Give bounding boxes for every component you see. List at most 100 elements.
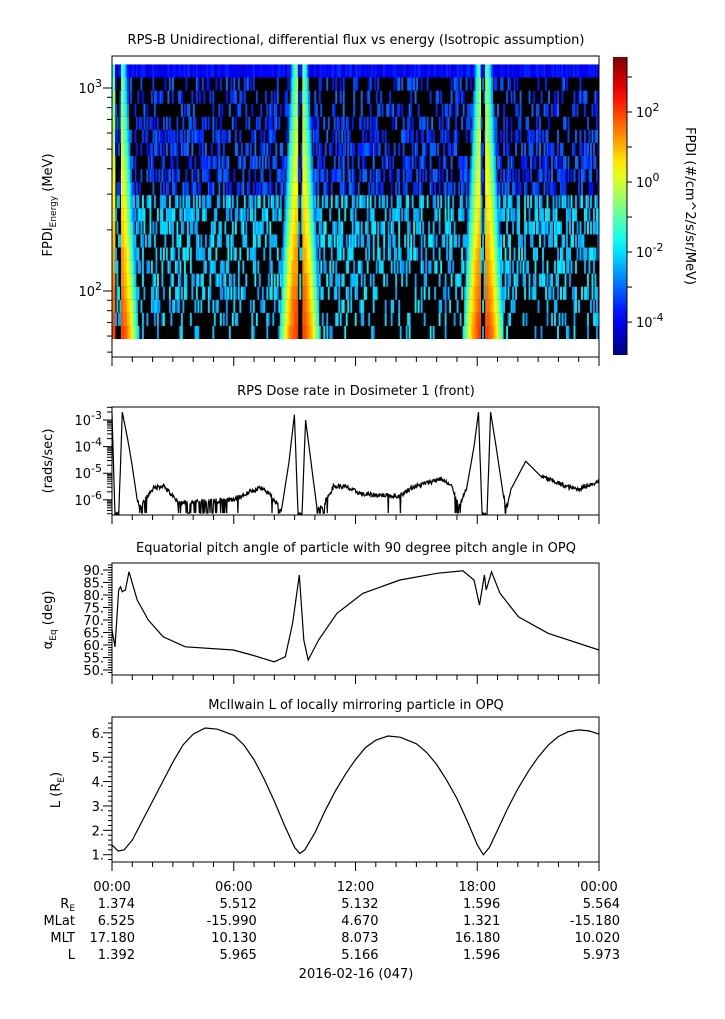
heatmap-cell: [122, 273, 125, 287]
heatmap-cell: [225, 286, 228, 300]
heatmap-cell: [242, 155, 245, 170]
heatmap-cell: [347, 299, 350, 313]
heatmap-cell: [488, 77, 491, 91]
heatmap-cell: [398, 234, 401, 248]
heatmap-cell: [485, 90, 488, 104]
heatmap-cell: [176, 64, 179, 78]
heatmap-cell: [279, 260, 282, 274]
heatmap-cell: [503, 129, 505, 143]
heatmap-cell: [369, 64, 372, 78]
heatmap-cell: [158, 129, 161, 143]
y-tick-label: 103: [78, 77, 102, 97]
heatmap-cell: [401, 208, 404, 222]
heatmap-cell: [482, 299, 485, 313]
heatmap-cell: [527, 64, 529, 78]
heatmap-cell: [258, 273, 261, 287]
heatmap-cell: [360, 103, 363, 117]
heatmap-cell: [131, 155, 134, 170]
heatmap-cell: [302, 182, 305, 196]
heatmap-cell: [308, 260, 311, 274]
heatmap-cell: [365, 129, 368, 143]
heatmap-cell: [318, 221, 321, 235]
heatmap-cell: [266, 208, 269, 222]
heatmap-cell: [290, 90, 293, 104]
heatmap-cell: [192, 129, 195, 143]
heatmap-cell: [153, 312, 156, 326]
heatmap-cell: [518, 221, 520, 235]
heatmap-cell: [153, 64, 156, 78]
heatmap-cell: [483, 182, 486, 196]
heatmap-cell: [312, 221, 315, 235]
heatmap-cell: [198, 142, 201, 156]
heatmap-cell: [525, 155, 528, 170]
heatmap-cell: [479, 325, 482, 340]
heatmap-cell: [137, 260, 140, 274]
heatmap-cell: [317, 182, 320, 196]
heatmap-cell: [173, 169, 176, 183]
heatmap-cell: [131, 312, 134, 326]
heatmap-cell: [594, 195, 597, 209]
heatmap-cell: [479, 221, 482, 235]
heatmap-cell: [546, 312, 549, 326]
heatmap-cell: [128, 286, 131, 300]
heatmap-cell: [383, 169, 386, 183]
heatmap-cell: [195, 195, 198, 209]
heatmap-cell: [387, 234, 390, 248]
heatmap-cell: [284, 155, 287, 170]
heatmap-cell: [183, 142, 186, 156]
heatmap-cell: [207, 182, 210, 196]
heatmap-cell: [368, 142, 371, 156]
heatmap-cell: [423, 155, 426, 170]
heatmap-cell: [315, 169, 318, 183]
heatmap-cell: [441, 234, 444, 248]
heatmap-cell: [309, 273, 312, 287]
heatmap-cell: [596, 195, 598, 209]
heatmap-cell: [219, 116, 222, 130]
heatmap-cell: [129, 195, 132, 209]
heatmap-cell: [539, 208, 541, 222]
heatmap-cell: [198, 182, 201, 196]
heatmap-cell: [125, 260, 128, 274]
heatmap-cell: [440, 260, 443, 274]
heatmap-cell: [125, 325, 128, 340]
heatmap-cell: [356, 273, 359, 287]
heatmap-cell: [293, 77, 296, 91]
heatmap-cell: [287, 169, 290, 183]
heatmap-cell: [237, 103, 240, 117]
heatmap-cell: [426, 64, 429, 78]
heatmap-cell: [260, 142, 263, 156]
heatmap-cell: [344, 64, 347, 78]
heatmap-cell: [239, 208, 242, 222]
heatmap-cell: [285, 129, 288, 143]
heatmap-cell: [564, 182, 567, 196]
heatmap-cell: [459, 169, 462, 183]
heatmap-cell: [432, 221, 435, 235]
heatmap-cell: [560, 169, 562, 183]
heatmap-cell: [491, 286, 494, 300]
heatmap-cell: [171, 142, 174, 156]
heatmap-cell: [477, 142, 480, 156]
row-value: 5.965: [220, 948, 257, 963]
heatmap-cell: [350, 299, 353, 313]
heatmap-cell: [282, 312, 285, 326]
heatmap-cell: [516, 129, 519, 143]
heatmap-cell: [233, 299, 236, 313]
heatmap-cell: [143, 286, 146, 300]
heatmap-cell: [282, 286, 285, 300]
heatmap-cell: [582, 234, 585, 248]
heatmap-cell: [533, 155, 535, 170]
heatmap-cell: [251, 103, 254, 117]
heatmap-cell: [464, 312, 467, 326]
heatmap-cell: [156, 208, 159, 222]
heatmap-cell: [341, 234, 344, 248]
heatmap-cell: [468, 325, 471, 340]
heatmap-cell: [296, 90, 299, 104]
heatmap-cell: [264, 90, 267, 104]
heatmap-cell: [353, 77, 356, 91]
heatmap-cell: [435, 234, 438, 248]
heatmap-cell: [293, 208, 296, 222]
heatmap-cell: [375, 286, 378, 300]
heatmap-cell: [122, 286, 125, 300]
heatmap-cell: [492, 142, 495, 156]
heatmap-cell: [408, 260, 411, 274]
